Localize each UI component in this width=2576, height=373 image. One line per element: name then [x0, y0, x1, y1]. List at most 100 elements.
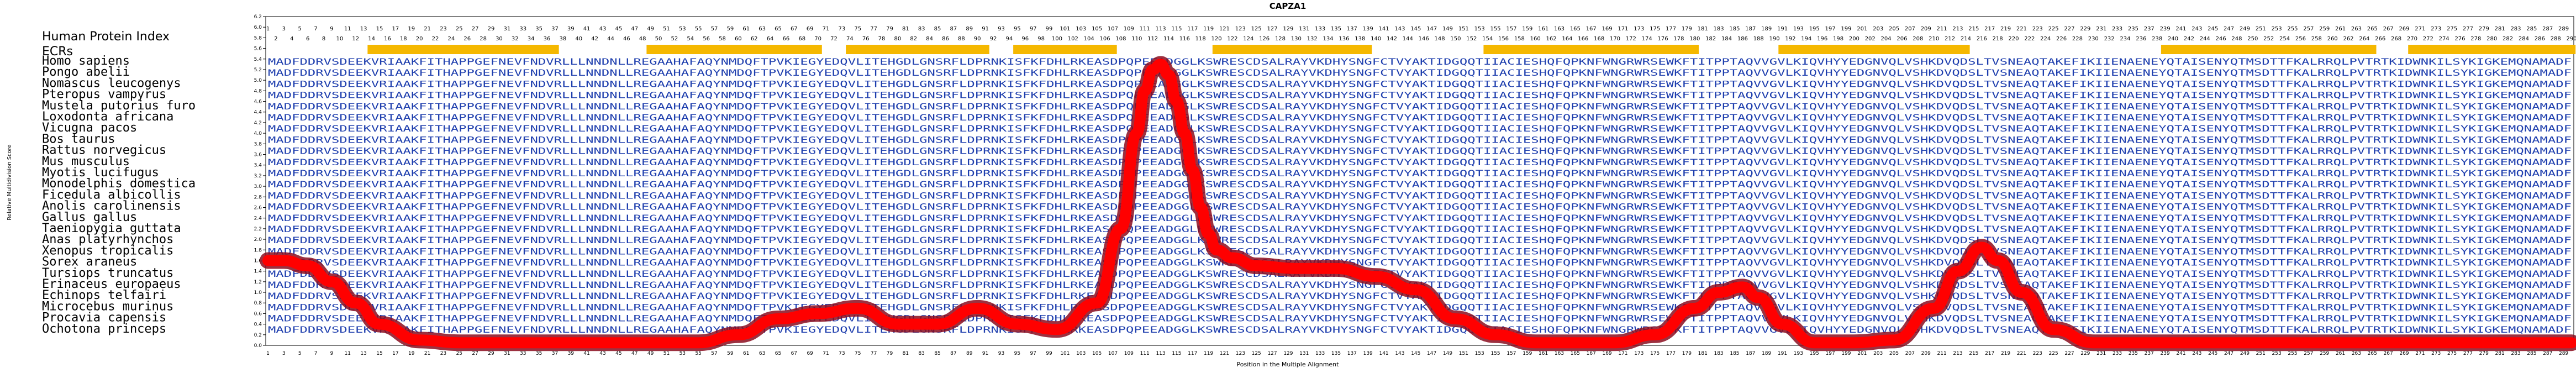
score-point — [1739, 283, 1746, 291]
score-point — [1197, 204, 1204, 211]
x-tick-label: 107 — [1108, 351, 1118, 356]
score-point — [1332, 265, 1340, 272]
x-tick-label: 25 — [456, 351, 462, 356]
human-index-label-odd: 65 — [775, 26, 782, 32]
x-tick-label: 271 — [2415, 351, 2425, 356]
alignment-row: MADFDDRVSDEEKVRIAAKFITHAPPGEFNEVFNDVRLLL… — [268, 78, 2572, 89]
human-index-label-even: 94 — [1006, 36, 1013, 42]
y-axis-label: Relative Multidivision Score — [7, 144, 13, 220]
human-index-label-even: 24 — [448, 36, 455, 42]
species-name: Monodelphis domestica — [42, 177, 196, 191]
human-index-label-odd: 31 — [504, 26, 511, 32]
x-tick-label: 59 — [727, 351, 734, 356]
human-index-label-even: 184 — [1721, 36, 1732, 42]
human-index-label-odd: 37 — [551, 26, 559, 32]
x-tick-label: 263 — [2352, 351, 2361, 356]
human-index-label-odd: 43 — [599, 26, 607, 32]
x-tick-label: 215 — [1969, 351, 1978, 356]
human-index-label-odd: 91 — [982, 26, 989, 32]
x-tick-label: 15 — [376, 351, 382, 356]
human-index-label-even: 244 — [2200, 36, 2210, 42]
human-index-label-odd: 259 — [2319, 26, 2330, 32]
human-index-label-odd: 25 — [456, 26, 463, 32]
human-index-label-odd: 207 — [1905, 26, 1915, 32]
human-index-label-odd: 53 — [679, 26, 686, 32]
score-point — [1978, 244, 1985, 251]
human-index-label-odd: 7 — [314, 26, 317, 32]
human-index-label-odd: 103 — [1076, 26, 1086, 32]
species-name: Anolis carolinensis — [42, 199, 181, 213]
human-index-label-odd: 121 — [1219, 26, 1230, 32]
human-index-label-even: 88 — [958, 36, 965, 42]
species-name: Ficedula albicollis — [42, 188, 181, 202]
human-index-label-even: 180 — [1689, 36, 1700, 42]
human-index-label-even: 96 — [1021, 36, 1029, 42]
human-index-label-even: 20 — [416, 36, 423, 42]
x-tick-label: 199 — [1841, 351, 1851, 356]
human-index-label-even: 276 — [2454, 36, 2465, 42]
x-tick-label: 189 — [1762, 351, 1771, 356]
species-name: Tursiops truncatus — [42, 266, 173, 280]
human-index-label-odd: 269 — [2399, 26, 2409, 32]
score-point — [2369, 339, 2376, 346]
x-tick-label: 51 — [663, 351, 670, 356]
human-index-label-even: 272 — [2423, 36, 2433, 42]
human-index-label-odd: 51 — [663, 26, 670, 32]
human-index-label-even: 78 — [878, 36, 886, 42]
human-index-label-even: 252 — [2263, 36, 2274, 42]
species-name: Myotis lucifugus — [42, 166, 159, 180]
alignment-row: MADFDDRVSDEEKVRIAAKFITHAPPGEFNEVFNDVRLLL… — [268, 146, 2572, 156]
human-index-label-even: 12 — [352, 36, 359, 42]
human-index-label-even: 114 — [1163, 36, 1174, 42]
species-name: Ochotona princeps — [42, 322, 166, 336]
score-point — [2249, 339, 2256, 346]
human-index-label-odd: 87 — [950, 26, 957, 32]
human-index-label-even: 100 — [1052, 36, 1062, 42]
x-tick-label: 179 — [1682, 351, 1692, 356]
human-index-label-even: 170 — [1610, 36, 1620, 42]
human-index-label-even: 236 — [2136, 36, 2146, 42]
x-tick-label: 23 — [440, 351, 446, 356]
score-point — [2130, 339, 2137, 346]
human-index-label-even: 240 — [2168, 36, 2178, 42]
human-index-label-odd: 119 — [1203, 26, 1214, 32]
x-tick-label: 183 — [1714, 351, 1723, 356]
alignment-sequences: Homo sapiens MADFDDRVSDEEKVRIAAKFITHAPPGE… — [42, 54, 2572, 336]
x-tick-label: 33 — [520, 351, 526, 356]
human-index-label-even: 204 — [1881, 36, 1892, 42]
x-tick-label: 193 — [1794, 351, 1803, 356]
human-index-label-even: 32 — [512, 36, 519, 42]
human-index-label-even: 138 — [1355, 36, 1365, 42]
human-index-label-odd: 117 — [1187, 26, 1198, 32]
x-tick-label: 279 — [2479, 351, 2489, 356]
ecr-bar — [646, 45, 822, 54]
human-index-label-odd: 107 — [1108, 26, 1118, 32]
x-tick-label: 273 — [2431, 351, 2441, 356]
human-index-label-odd: 165 — [1570, 26, 1581, 32]
human-index-label-odd: 181 — [1698, 26, 1708, 32]
human-index-label-even: 230 — [2088, 36, 2099, 42]
human-index-label-odd: 125 — [1251, 26, 1262, 32]
alignment-row: MADFDDRVSDEEKVRIAAKFITHAPPGEFNEVFNDVRLLL… — [268, 258, 2572, 268]
x-tick-label: 31 — [504, 351, 510, 356]
human-index-label-even: 150 — [1450, 36, 1461, 42]
x-tick-label: 141 — [1379, 351, 1388, 356]
human-index-label-odd: 249 — [2240, 26, 2250, 32]
x-tick-label: 169 — [1602, 351, 1611, 356]
human-index-label-even: 76 — [862, 36, 870, 42]
human-index-label-odd: 191 — [1777, 26, 1788, 32]
alignment-row: MADFDDRVSDEEKVRIAAKFITHAPPGEFNEVFNDVRLLL… — [268, 269, 2572, 279]
x-tick-label: 3 — [282, 351, 286, 356]
alignment-row: MADFDDRVSDEEKVRIAAKFITHAPPGEFNEVFNDVRLLL… — [268, 157, 2572, 167]
score-point — [1372, 273, 1379, 280]
species-name: Pteropus vampyrus — [42, 88, 166, 102]
score-point — [1093, 300, 1100, 307]
human-index-label-odd: 215 — [1968, 26, 1979, 32]
x-tick-label: 89 — [966, 351, 973, 356]
human-index-label-even: 282 — [2503, 36, 2513, 42]
ecr-bar — [1778, 45, 1970, 54]
human-index-label-even: 198 — [1833, 36, 1843, 42]
human-index-label-odd: 161 — [1538, 26, 1548, 32]
axes: 0.0 0.2 0.4 0.6 0.8 1.0 1.2 1.4 1.6 1.8 2.0 2.2 2.4 2… — [254, 14, 2574, 349]
